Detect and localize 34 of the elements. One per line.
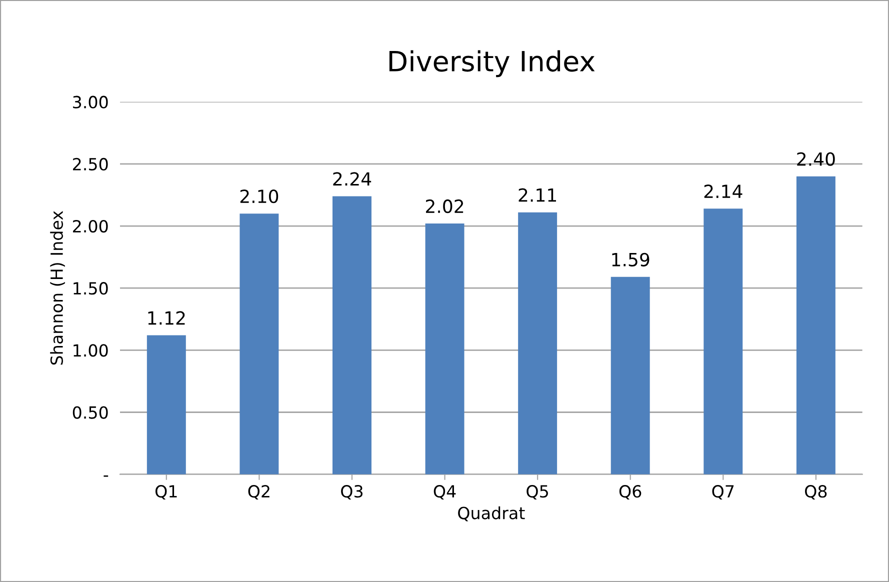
- y-tick-label: 0.50: [72, 406, 108, 419]
- data-label: 1.12: [148, 311, 185, 325]
- data-label: 2.10: [240, 189, 278, 204]
- bar: [332, 196, 372, 474]
- x-tick-label: Q8: [805, 485, 827, 500]
- bar: [146, 335, 186, 474]
- y-axis-title: Shannon (H) Index: [50, 211, 65, 365]
- x-tick-label: Q1: [155, 485, 177, 500]
- y-tick-label: -: [104, 475, 108, 477]
- y-tick-label: 3.00: [73, 96, 108, 108]
- bar: [610, 276, 650, 474]
- bar: [518, 212, 558, 474]
- x-tick-label: Q3: [341, 485, 363, 500]
- x-tick-label: Q5: [526, 485, 548, 500]
- x-tick-label: Q4: [434, 485, 456, 500]
- chart-title: Diversity Index: [389, 50, 595, 78]
- data-label: 2.02: [426, 199, 464, 214]
- x-tick-label: Q6: [619, 485, 642, 500]
- bar: [425, 224, 464, 474]
- data-label: 2.14: [704, 184, 742, 198]
- y-tick-label: 1.50: [74, 282, 108, 295]
- y-tick-label: 2.50: [73, 158, 108, 170]
- data-label: 1.59: [612, 252, 650, 266]
- y-tick-label: 1.00: [74, 344, 108, 357]
- x-axis-title: Quadrat: [458, 506, 525, 522]
- data-label: 2.11: [518, 188, 556, 202]
- data-label: 2.40: [797, 152, 835, 166]
- x-tick-label: Q2: [248, 485, 270, 500]
- x-tick-label: Q7: [712, 485, 734, 500]
- bar: [240, 214, 279, 474]
- y-tick-label: 2.00: [73, 220, 108, 233]
- data-label: 2.24: [333, 172, 372, 186]
- bar: [796, 176, 836, 474]
- bar: [704, 208, 743, 474]
